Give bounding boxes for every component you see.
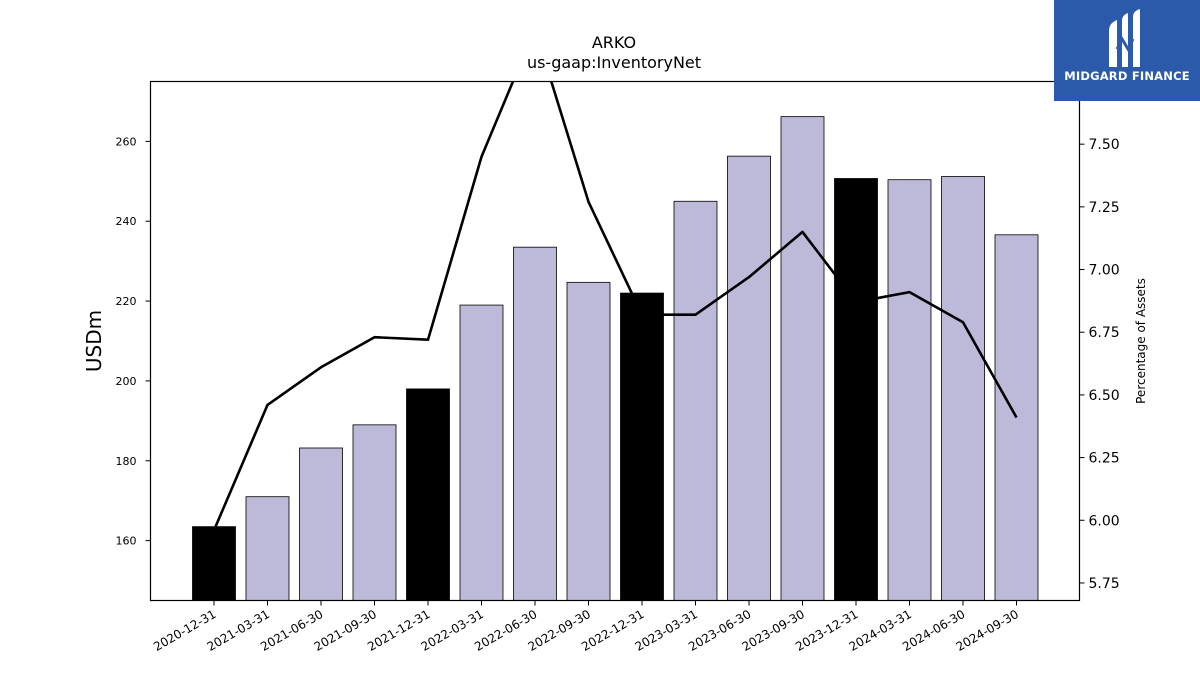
bar-2023-12-31 — [834, 178, 878, 601]
y2-tick-label: 6.25 — [1089, 451, 1120, 467]
plot-frame — [149, 80, 1081, 602]
chart-title: ARKO — [592, 33, 636, 52]
bar-2024-09-30 — [994, 234, 1039, 601]
y-tick-label: 160 — [116, 535, 137, 548]
bar-2021-12-31 — [406, 388, 450, 601]
midgard-logo-icon — [1109, 9, 1140, 67]
line-group — [212, 81, 1018, 531]
y2-tick-label: 6.50 — [1089, 388, 1120, 404]
y-axis-ticks: 160 180 200 220 240 260 — [116, 135, 151, 548]
y2-tick-label: 7.25 — [1089, 200, 1120, 216]
y-tick-label: 180 — [116, 455, 137, 468]
bars-group — [192, 116, 1039, 601]
y-tick-label: 220 — [116, 295, 137, 308]
y2-tick-label: 5.75 — [1089, 576, 1120, 592]
y2-tick-label: 6.00 — [1089, 513, 1120, 529]
chart-subtitle: us-gaap:InventoryNet — [527, 53, 701, 72]
bar-2024-06-30 — [941, 176, 985, 601]
bar-2023-06-30 — [727, 155, 771, 601]
y-axis-label: USDm — [82, 310, 106, 372]
bar-2024-03-31 — [887, 179, 932, 601]
bar-2022-09-30 — [566, 281, 611, 601]
bar-2023-03-31 — [673, 200, 718, 601]
bar-2020-12-31 — [192, 526, 236, 601]
bar-2022-03-31 — [459, 304, 504, 601]
bar-2022-12-31 — [620, 292, 664, 601]
y2-tick-label: 6.75 — [1089, 325, 1120, 341]
bar-2021-03-31 — [245, 496, 290, 601]
x-axis-ticks: 2020-12-312021-03-312021-06-302021-09-30… — [151, 600, 1021, 654]
y-tick-label: 240 — [116, 215, 137, 228]
y2-axis-ticks: 5.75 6.00 6.25 6.50 6.75 7.00 7.25 7.50 — [1079, 137, 1120, 592]
y2-tick-label: 7.00 — [1089, 263, 1120, 279]
percentage-line — [212, 81, 1018, 531]
y2-tick-label: 7.50 — [1089, 137, 1120, 153]
bar-2022-06-30 — [513, 246, 557, 601]
bar-2023-09-30 — [780, 116, 825, 601]
brand-logo: MIDGARD FINANCE — [1054, 0, 1200, 101]
brand-name: MIDGARD FINANCE — [1064, 69, 1190, 83]
bar-2021-06-30 — [299, 447, 343, 601]
y-tick-label: 200 — [116, 375, 137, 388]
y2-axis-label: Percentage of Assets — [1134, 278, 1148, 404]
y-tick-label: 260 — [116, 135, 137, 148]
bar-2021-09-30 — [352, 424, 397, 601]
